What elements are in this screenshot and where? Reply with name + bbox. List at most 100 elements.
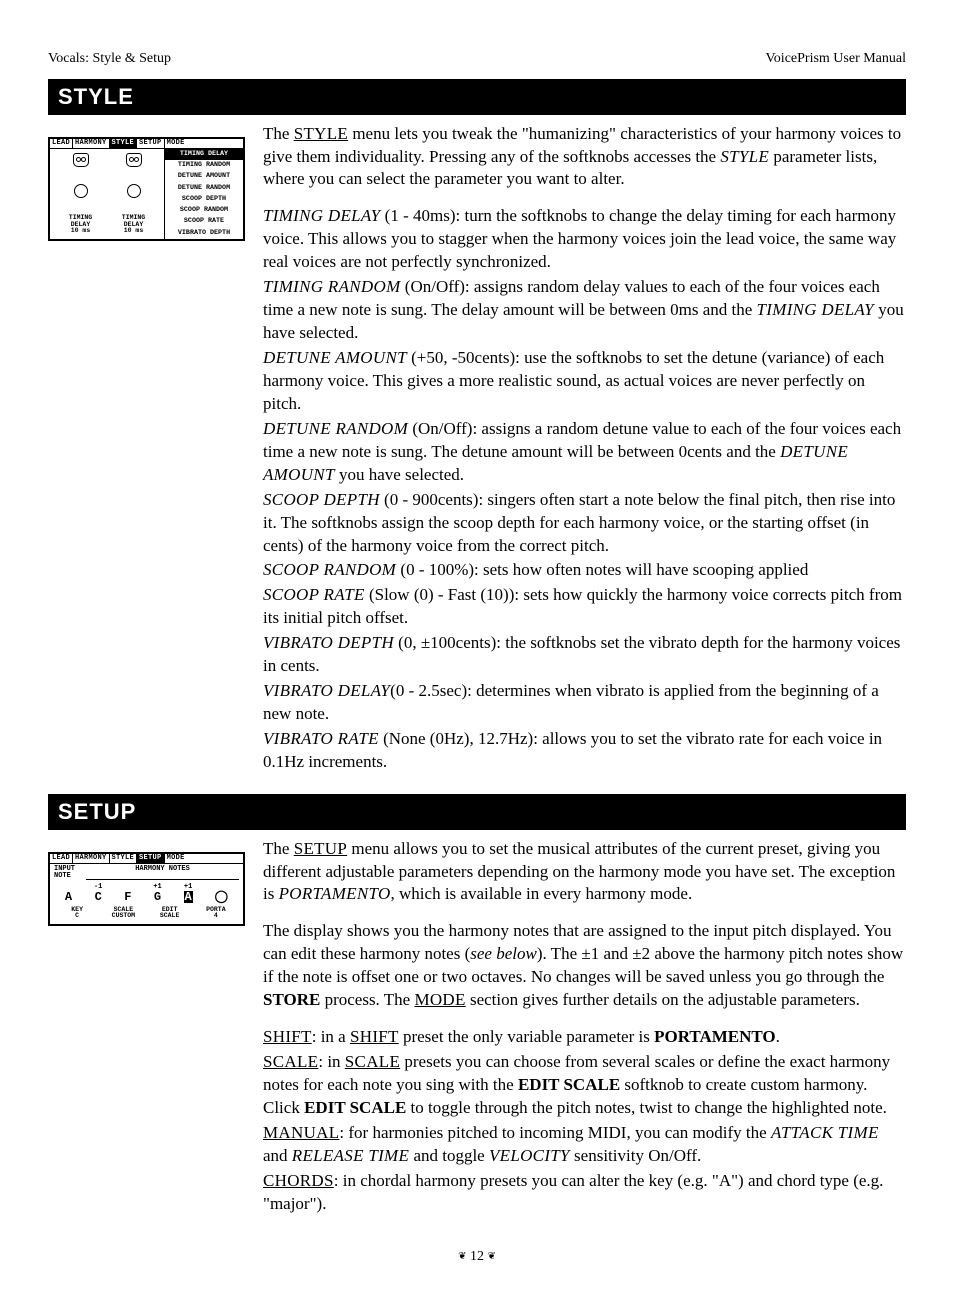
lcd-footer-item: SCALECUSTOM <box>100 907 146 920</box>
lcd-tab: SETUP <box>137 139 165 148</box>
smallcaps-underline-term: SCALE <box>345 1052 400 1071</box>
lcd-tab: STYLE <box>110 139 138 148</box>
bold-term: PORTAMENTO <box>654 1027 776 1046</box>
lcd-knob-label: TIMINGDELAY10 ms <box>122 215 145 235</box>
page-number: ❦ 12 ❦ <box>48 1248 906 1267</box>
lcd-note: +1A <box>184 884 193 903</box>
setup-section: LEADHARMONYSTYLESETUPMODE INPUT NOTE HAR… <box>48 838 906 1218</box>
lcd-menu-item: SCOOP DEPTH <box>165 194 243 205</box>
lcd-footer-item: KEYC <box>54 907 100 920</box>
setup-text: The SETUP menu allows you to set the mus… <box>263 838 906 1218</box>
smallcaps-italic-term: SCOOP RATE <box>263 585 365 604</box>
lcd-note: -1C <box>94 884 102 903</box>
lcd-tab: MODE <box>165 139 187 148</box>
smallcaps-italic-term: VELOCITY <box>489 1146 570 1165</box>
smallcaps-italic-term: TIMING RANDOM <box>263 277 401 296</box>
style-param: SCOOP DEPTH (0 - 900cents): singers ofte… <box>263 489 906 558</box>
lcd-footer-item: PORTA4 <box>193 907 239 920</box>
style-param: VIBRATO DELAY(0 - 2.5sec): determines wh… <box>263 680 906 726</box>
setup-lcd-column: LEADHARMONYSTYLESETUPMODE INPUT NOTE HAR… <box>48 838 245 1218</box>
ornament-icon: ❦ <box>458 1251 466 1262</box>
lcd-menu-item: DETUNE RANDOM <box>165 182 243 193</box>
style-intro: The STYLE menu lets you tweak the "human… <box>263 123 906 192</box>
lcd-tab: STYLE <box>110 854 138 863</box>
setup-mode-item: CHORDS: in chordal harmony presets you c… <box>263 1170 906 1216</box>
style-param: VIBRATO RATE (None (0Hz), 12.7Hz): allow… <box>263 728 906 774</box>
style-param: SCOOP RANDOM (0 - 100%): sets how often … <box>263 559 906 582</box>
style-param: TIMING RANDOM (On/Off): assigns random d… <box>263 276 906 345</box>
smallcaps-italic-term: RELEASE TIME <box>292 1146 409 1165</box>
setup-lcd-tabs: LEADHARMONYSTYLESETUPMODE <box>50 854 243 864</box>
header-right: VoicePrism User Manual <box>766 50 907 69</box>
smallcaps-underline-term: MANUAL <box>263 1123 339 1142</box>
lcd-tab: SETUP <box>137 854 165 863</box>
lcd-menu-item: VIBRATO DEPTH <box>165 227 243 238</box>
setup-mode-item: MANUAL: for harmonies pitched to incomin… <box>263 1122 906 1168</box>
setup-mode-item: SCALE: in SCALE presets you can choose f… <box>263 1051 906 1120</box>
style-param: DETUNE RANDOM (On/Off): assigns a random… <box>263 418 906 487</box>
style-lcd-column: LEADHARMONYSTYLESETUPMODE TIMINGDELAY10 … <box>48 123 245 776</box>
smallcaps-underline-term: MODE <box>414 990 465 1009</box>
setup-lcd-harmony-label: HARMONY NOTES <box>86 866 239 880</box>
ornament-icon: ❦ <box>488 1251 496 1262</box>
smallcaps-italic-term: DETUNE AMOUNT <box>263 442 848 484</box>
mask-icon <box>126 153 142 167</box>
lcd-tab: HARMONY <box>73 854 110 863</box>
lcd-note: F <box>124 884 131 903</box>
smallcaps-underline-term: SCALE <box>263 1052 318 1071</box>
smallcaps-italic-term: ATTACK TIME <box>771 1123 879 1142</box>
lcd-note: ◯ <box>215 884 228 903</box>
smallcaps-italic-term: DETUNE AMOUNT <box>263 348 407 367</box>
lcd-menu-item: DETUNE AMOUNT <box>165 171 243 182</box>
smallcaps-italic-term: VIBRATO DEPTH <box>263 633 394 652</box>
style-param: DETUNE AMOUNT (+50, -50cents): use the s… <box>263 347 906 416</box>
lcd-note: A <box>65 884 72 903</box>
smallcaps-italic-term: SCOOP DEPTH <box>263 490 380 509</box>
lcd-tab: LEAD <box>50 139 73 148</box>
setup-section-title: SETUP <box>48 794 906 830</box>
lcd-note: +1G <box>153 884 161 903</box>
style-param: SCOOP RATE (Slow (0) - Fast (10)): sets … <box>263 584 906 630</box>
lcd-menu-item: SCOOP RANDOM <box>165 205 243 216</box>
style-lcd: LEADHARMONYSTYLESETUPMODE TIMINGDELAY10 … <box>48 137 245 241</box>
smallcaps-italic-term: TIMING DELAY <box>263 206 380 225</box>
setup-para1: The SETUP menu allows you to set the mus… <box>263 838 906 907</box>
italic-term: see below <box>470 944 537 963</box>
smallcaps-underline-term: SHIFT <box>350 1027 399 1046</box>
bold-term: EDIT SCALE <box>518 1075 620 1094</box>
lcd-menu-item: TIMING RANDOM <box>165 160 243 171</box>
lcd-tab: HARMONY <box>73 139 110 148</box>
setup-mode-item: SHIFT: in a SHIFT preset the only variab… <box>263 1026 906 1049</box>
smallcaps-underline-term: SETUP <box>294 839 347 858</box>
style-lcd-menu: TIMING DELAYTIMING RANDOMDETUNE AMOUNTDE… <box>165 149 243 239</box>
setup-lcd-input-label: INPUT NOTE <box>54 866 86 880</box>
smallcaps-italic-term: SCOOP RANDOM <box>263 560 396 579</box>
smallcaps-italic-term: DETUNE RANDOM <box>263 419 408 438</box>
smallcaps-underline-term: SHIFT <box>263 1027 312 1046</box>
lcd-tab: MODE <box>165 854 187 863</box>
knob-icon <box>127 184 141 198</box>
lcd-menu-item: SCOOP RATE <box>165 216 243 227</box>
lcd-knob-label: TIMINGDELAY10 ms <box>69 215 92 235</box>
smallcaps-italic-term: VIBRATO DELAY <box>263 681 390 700</box>
lcd-menu-item: TIMING DELAY <box>165 149 243 160</box>
bold-term: EDIT SCALE <box>304 1098 406 1117</box>
mask-icon <box>73 153 89 167</box>
header-left: Vocals: Style & Setup <box>48 50 171 69</box>
page-header: Vocals: Style & Setup VoicePrism User Ma… <box>48 50 906 69</box>
style-section-title: STYLE <box>48 79 906 115</box>
style-text: The STYLE menu lets you tweak the "human… <box>263 123 906 776</box>
smallcaps-underline-term: STYLE <box>294 124 348 143</box>
knob-icon <box>74 184 88 198</box>
style-section: LEADHARMONYSTYLESETUPMODE TIMINGDELAY10 … <box>48 123 906 776</box>
setup-para2: The display shows you the harmony notes … <box>263 920 906 1012</box>
smallcaps-italic-term: TIMING DELAY <box>757 300 874 319</box>
smallcaps-italic-term: VIBRATO RATE <box>263 729 379 748</box>
setup-lcd: LEADHARMONYSTYLESETUPMODE INPUT NOTE HAR… <box>48 852 245 926</box>
smallcaps-underline-term: CHORDS <box>263 1171 334 1190</box>
style-param: VIBRATO DEPTH (0, ±100cents): the softkn… <box>263 632 906 678</box>
lcd-tab: LEAD <box>50 854 73 863</box>
smallcaps-italic-term: PORTAMENTO <box>279 884 391 903</box>
smallcaps-italic-term: STYLE <box>720 147 769 166</box>
style-lcd-tabs: LEADHARMONYSTYLESETUPMODE <box>50 139 243 149</box>
